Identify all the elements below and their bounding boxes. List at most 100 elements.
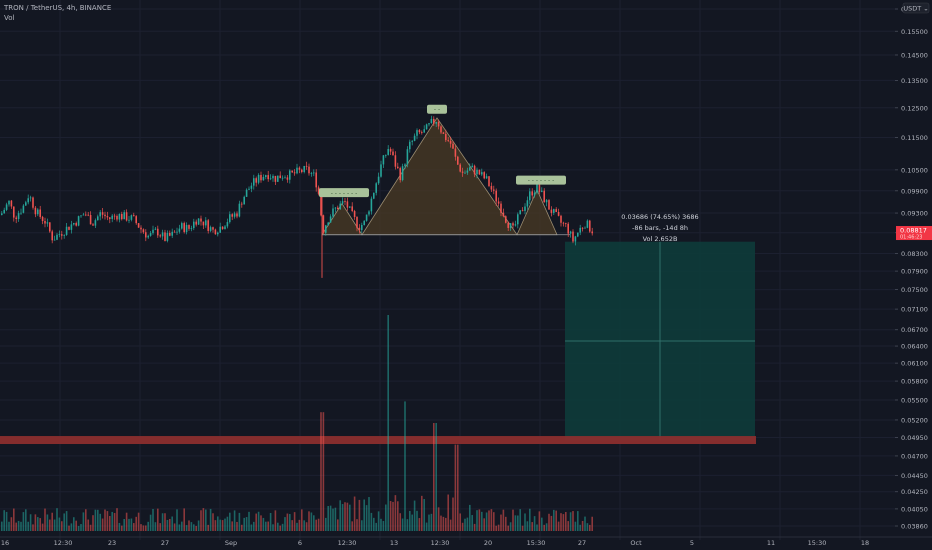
volume-bar bbox=[161, 513, 164, 531]
candle-body bbox=[339, 203, 341, 210]
volume-bar bbox=[555, 510, 557, 531]
volume-bar bbox=[44, 508, 46, 531]
candle-body bbox=[437, 122, 440, 127]
volume-bar bbox=[250, 524, 253, 531]
x-tick-label: 5 bbox=[690, 539, 694, 547]
symbol-title[interactable]: TRON / TetherUS, 4h, BINANCE bbox=[4, 4, 112, 12]
volume-bar bbox=[82, 512, 85, 531]
candle-body bbox=[507, 222, 509, 228]
currency-button[interactable] bbox=[902, 2, 930, 14]
volume-bar bbox=[517, 515, 519, 531]
candle-body bbox=[130, 215, 133, 220]
candle-body bbox=[171, 231, 173, 236]
volume-bar bbox=[190, 522, 193, 531]
candle-body bbox=[502, 212, 505, 217]
volume-bar bbox=[560, 513, 562, 531]
volume-bar bbox=[337, 519, 339, 531]
candle-body bbox=[166, 232, 169, 241]
y-tick-label: 0.04050 bbox=[901, 505, 928, 513]
candle-body bbox=[519, 210, 521, 215]
candle-body bbox=[411, 140, 413, 142]
y-tick-label: 0.10500 bbox=[901, 166, 928, 174]
volume-bar bbox=[301, 509, 303, 531]
volume-bar bbox=[509, 522, 512, 531]
measurement-text: -86 bars, -14d 8h bbox=[632, 224, 688, 232]
candle-body bbox=[75, 223, 77, 226]
volume-bar bbox=[514, 515, 517, 531]
volume-bar bbox=[118, 522, 121, 531]
volume-bar bbox=[229, 512, 231, 531]
candle-body bbox=[10, 200, 13, 207]
volume-bar bbox=[584, 516, 586, 531]
volume-bar bbox=[365, 505, 368, 531]
x-tick-label: 16 bbox=[1, 539, 9, 547]
candle-body bbox=[445, 133, 447, 141]
volume-bar bbox=[505, 516, 507, 531]
y-tick-label: 0.14500 bbox=[901, 51, 928, 59]
candle-body bbox=[133, 215, 135, 217]
volume-bar bbox=[231, 521, 233, 531]
candle-body bbox=[365, 214, 368, 221]
volume-bar bbox=[512, 509, 514, 531]
volume-bar bbox=[457, 444, 459, 531]
candle-body bbox=[281, 177, 284, 179]
candle-body bbox=[205, 220, 207, 226]
candle-body bbox=[361, 225, 363, 231]
volume-bar bbox=[17, 520, 20, 531]
candle-body bbox=[550, 209, 553, 213]
volume-bar bbox=[202, 508, 205, 531]
candle-body bbox=[521, 210, 524, 212]
volume-bar bbox=[394, 495, 397, 531]
volume-bar bbox=[113, 513, 116, 531]
candle-body bbox=[51, 231, 53, 241]
volume-bar bbox=[104, 509, 106, 531]
volume-bar bbox=[399, 513, 401, 531]
candle-body bbox=[363, 220, 365, 226]
candle-body bbox=[478, 169, 481, 175]
candle-body bbox=[58, 234, 61, 236]
candle-body bbox=[385, 154, 387, 156]
candle-body bbox=[428, 123, 430, 125]
y-tick-label: 0.06100 bbox=[901, 360, 928, 368]
candle-body bbox=[70, 224, 73, 230]
volume-bar bbox=[452, 497, 454, 531]
candle-body bbox=[447, 140, 449, 141]
candle-body bbox=[416, 130, 418, 136]
candle-body bbox=[1, 213, 3, 215]
candle-body bbox=[565, 223, 567, 224]
candle-body bbox=[389, 149, 392, 152]
volume-bar bbox=[341, 504, 344, 531]
candle-body bbox=[308, 166, 310, 174]
y-tick-label: 0.07900 bbox=[901, 268, 928, 276]
candle-body bbox=[536, 183, 538, 193]
candle-body bbox=[104, 214, 106, 217]
price-badge-countdown: 01:46:23 bbox=[900, 235, 922, 241]
candle-body bbox=[433, 118, 435, 124]
candle-body bbox=[421, 132, 423, 133]
volume-bar bbox=[476, 510, 478, 531]
candle-body bbox=[305, 165, 308, 167]
volume-bar bbox=[135, 516, 137, 531]
candle-body bbox=[188, 225, 190, 229]
candle-body bbox=[207, 220, 209, 231]
volume-bar bbox=[267, 521, 269, 531]
volume-bar bbox=[545, 523, 548, 531]
candle-body bbox=[529, 191, 531, 201]
volume-bar bbox=[358, 499, 361, 531]
volume-bar bbox=[577, 511, 579, 531]
candle-body bbox=[586, 220, 589, 228]
volume-bar bbox=[178, 524, 181, 531]
candle-body bbox=[341, 201, 344, 204]
volume-bar bbox=[1, 521, 3, 531]
volume-bar bbox=[313, 515, 315, 531]
candle-body bbox=[485, 176, 488, 179]
volume-bar bbox=[298, 519, 301, 531]
volume-bar bbox=[569, 512, 572, 531]
volume-bar bbox=[565, 512, 567, 531]
candle-body bbox=[219, 226, 221, 233]
candle-body bbox=[490, 186, 493, 190]
volume-bar bbox=[329, 505, 332, 531]
y-tick-label: 0.05200 bbox=[901, 416, 928, 424]
volume-bar bbox=[413, 500, 416, 531]
